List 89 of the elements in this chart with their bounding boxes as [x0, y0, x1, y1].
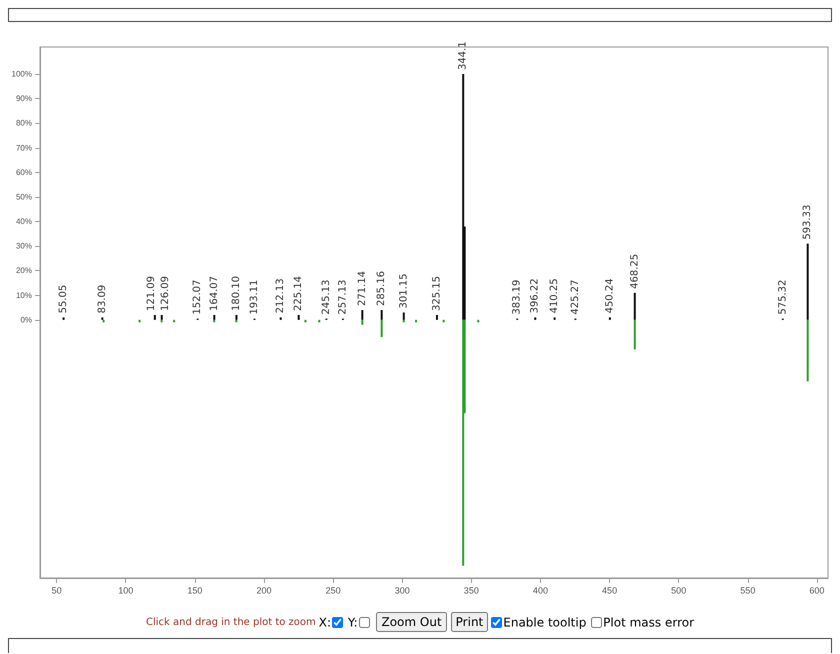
annotation: 164.07	[208, 276, 220, 311]
y-tick-label: 80%	[16, 118, 32, 128]
y-tick-label: 30%	[16, 242, 32, 251]
annotation: 271.14	[356, 271, 368, 306]
y-tick-label: 40%	[16, 217, 32, 226]
annotation: 410.25	[549, 278, 560, 314]
y-tick-label: 90%	[16, 94, 32, 104]
bar	[101, 317, 104, 320]
annotation: 450.24	[604, 278, 616, 314]
annotation: 152.07	[192, 280, 204, 315]
x-tick-label: 150	[187, 586, 202, 596]
x-tick-label: 550	[740, 586, 756, 596]
annotation: 301.15	[398, 274, 410, 308]
bar	[154, 314, 156, 320]
x-tick-label: 200	[256, 586, 272, 596]
annotation: 468.25	[629, 254, 640, 289]
annotation: 212.13	[275, 278, 286, 314]
text: X:	[318, 616, 332, 630]
bar	[280, 317, 282, 320]
annotation: 193.11	[248, 280, 260, 315]
bar	[102, 320, 105, 322]
bar	[160, 320, 163, 322]
bar	[554, 317, 556, 320]
y-tick-label: 0%	[20, 315, 32, 324]
annotation: 425.27	[570, 280, 581, 315]
annotation: 383.19	[512, 280, 523, 315]
annotation: 344.1	[458, 41, 469, 70]
y-tick-label: 10%	[16, 290, 32, 300]
bar	[436, 314, 438, 320]
text: Click and drag in the plot to zoom	[146, 617, 316, 628]
annotation: 225.14	[293, 276, 304, 311]
y-tick-label: 20%	[16, 266, 32, 276]
annotation: 126.09	[160, 276, 171, 311]
bar	[361, 310, 364, 320]
x-tick-label: 50	[52, 586, 62, 596]
bar	[213, 314, 216, 320]
annotation: 121.09	[146, 276, 157, 311]
y-tick-label: 70%	[16, 143, 32, 152]
bar	[806, 320, 809, 382]
x-tick-label: 350	[464, 586, 479, 596]
annotation: 180.10	[230, 276, 242, 311]
annotation: 575.32	[777, 280, 788, 315]
bar	[380, 320, 383, 338]
annotation: 285.16	[376, 271, 388, 306]
bar	[442, 320, 445, 322]
bar	[534, 317, 536, 320]
bar	[318, 320, 320, 322]
bar	[298, 314, 300, 320]
bar	[634, 292, 636, 320]
bar	[402, 320, 405, 322]
annotation: 325.15	[431, 276, 442, 311]
text: Print	[450, 612, 488, 632]
text: Zoom Out	[376, 612, 447, 632]
bar	[138, 320, 141, 322]
bar	[608, 317, 611, 320]
bar	[160, 314, 163, 320]
x-tick-label: 600	[809, 586, 824, 596]
bar	[235, 314, 238, 320]
bar	[634, 320, 636, 350]
annotation: 83.09	[96, 284, 108, 314]
x-tick-label: 450	[602, 586, 618, 596]
bar	[235, 320, 238, 322]
text: Y:	[348, 616, 358, 630]
annotation: 257.13	[337, 280, 348, 315]
annotation: 593.33	[802, 204, 814, 240]
bar	[415, 320, 418, 322]
bar	[380, 310, 383, 320]
y-tick-label: 60%	[16, 168, 32, 177]
y-tick-label: 100%	[12, 70, 32, 79]
bar	[806, 244, 809, 320]
x-tick-label: 300	[394, 586, 410, 596]
bar	[402, 312, 405, 320]
bar	[361, 320, 364, 325]
x-tick-label: 100	[118, 586, 134, 596]
bar	[462, 74, 464, 320]
annotation: 55.05	[58, 284, 70, 314]
x-tick-label: 250	[326, 586, 341, 596]
bar	[462, 320, 464, 566]
x-tick-label: 400	[532, 586, 548, 596]
y-tick-label: 50%	[16, 192, 32, 202]
bar	[477, 320, 480, 322]
bar	[304, 320, 306, 322]
text: Enable tooltip	[503, 616, 586, 630]
bar	[173, 320, 176, 322]
x-tick-label: 500	[671, 586, 686, 596]
bar	[213, 320, 216, 322]
text: Plot mass error	[603, 616, 694, 630]
annotation: 245.13	[320, 280, 332, 315]
annotation: 396.22	[530, 278, 541, 314]
